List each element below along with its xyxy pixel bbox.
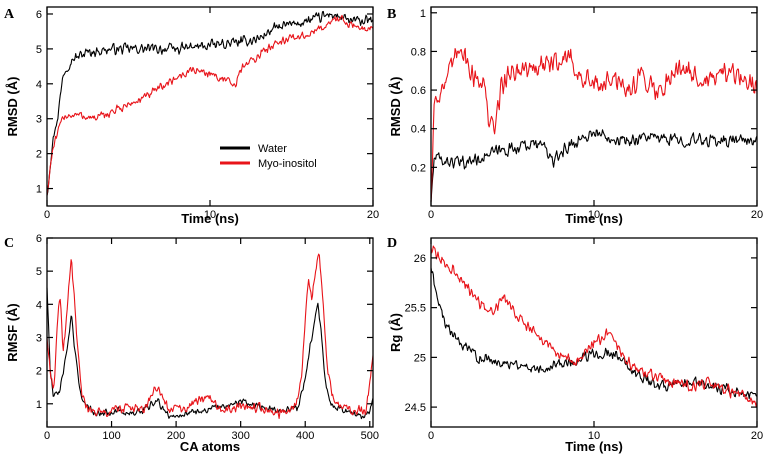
y-axis-label: Rg (Å) (388, 313, 403, 352)
x-tick-label: 10 (204, 209, 216, 221)
panel-a: 0 10 20 1 2 3 4 5 6 Time (ns) RMSD (Å) A Water Myo-in… (4, 6, 379, 226)
panel-b: 0 10 20 0.2 0.4 0.6 0.8 1 Time (ns) RMSD (Å) B (387, 6, 763, 226)
series-water-line (46, 10, 374, 196)
x-tick-label: 0 (428, 430, 434, 442)
x-tick-label: 20 (367, 209, 379, 221)
series-water-line (430, 129, 758, 203)
y-tick-label: 6 (36, 233, 42, 245)
y-tick-label: 0.4 (411, 124, 426, 136)
panel-letter: A (4, 7, 15, 22)
series-myo-inositol-line (46, 14, 374, 196)
y-tick-label: 4 (36, 299, 42, 311)
y-tick-label: 1 (36, 399, 42, 411)
x-axis-label: Time (ns) (565, 211, 623, 226)
panel-letter: B (387, 7, 396, 22)
y-tick-label: 25.5 (405, 303, 426, 315)
y-tick-label: 25 (414, 352, 426, 364)
plot-frame (46, 6, 374, 207)
y-tick-label: 5 (36, 266, 42, 278)
x-tick-label: 500 (361, 430, 379, 442)
x-tick-label: 20 (751, 209, 763, 221)
x-tick-label: 10 (588, 209, 600, 221)
panel-letter: D (387, 236, 397, 251)
y-tick-label: 24.5 (405, 402, 426, 414)
legend: Water Myo-inositol (220, 143, 317, 170)
panel-d: 0 10 20 24.5 25 25.5 26 Time (ns) Rg (Å) D (387, 236, 763, 454)
series-myo-inositol-line (430, 47, 758, 203)
plot-frame (430, 237, 758, 428)
y-tick-label: 6 (36, 9, 42, 21)
x-axis-label: Time (ns) (181, 211, 239, 226)
y-tick-label: 0.2 (411, 162, 426, 174)
legend-label-myo: Myo-inositol (258, 158, 317, 170)
y-axis-label: RMSD (Å) (5, 77, 20, 137)
y-tick-label: 1 (420, 8, 426, 20)
series-water-line (46, 287, 374, 420)
y-tick-label: 5 (36, 44, 42, 56)
series-myo-inositol-line (46, 253, 374, 419)
y-tick-label: 26 (414, 253, 426, 265)
y-tick-label: 1 (36, 184, 42, 196)
y-tick-label: 3 (36, 332, 42, 344)
y-tick-label: 3 (36, 114, 42, 126)
x-axis-label: CA atoms (180, 439, 240, 454)
x-tick-label: 300 (231, 430, 249, 442)
series-myo-inositol-line (430, 245, 758, 408)
x-axis-label: Time (ns) (565, 439, 623, 454)
panel-letter: C (4, 236, 14, 251)
x-tick-label: 0 (428, 209, 434, 221)
series-water-line (430, 267, 758, 400)
y-tick-label: 0.8 (411, 46, 426, 58)
y-tick-label: 2 (36, 366, 42, 378)
x-tick-label: 200 (167, 430, 185, 442)
y-tick-label: 0.6 (411, 85, 426, 97)
y-axis-label: RMSF (Å) (5, 303, 20, 362)
x-tick-label: 0 (44, 209, 50, 221)
legend-label-water: Water (258, 143, 287, 155)
y-axis-label: RMSD (Å) (388, 77, 403, 137)
y-tick-label: 2 (36, 149, 42, 161)
panel-c: 0 100 200 300 400 500 1 2 3 4 5 6 CA atoms RMSF (Å) C (4, 233, 379, 454)
plot-frame (430, 6, 758, 207)
x-tick-label: 20 (751, 430, 763, 442)
x-tick-label: 0 (44, 430, 50, 442)
plot-frame (46, 237, 374, 428)
x-tick-label: 10 (588, 430, 600, 442)
x-tick-label: 400 (296, 430, 314, 442)
x-tick-label: 100 (102, 430, 120, 442)
y-tick-label: 4 (36, 79, 42, 91)
